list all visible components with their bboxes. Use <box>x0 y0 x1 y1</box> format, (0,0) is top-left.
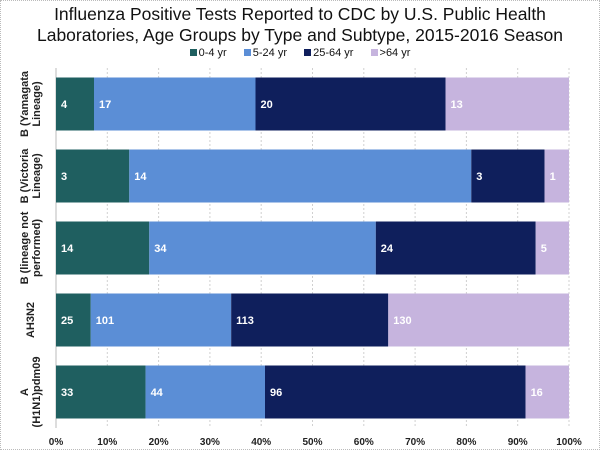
bar-segment <box>56 293 91 347</box>
bar-segment <box>445 77 569 131</box>
data-label: 34 <box>154 243 167 255</box>
data-label: 5 <box>541 243 547 255</box>
bar-segment <box>56 365 146 419</box>
data-label: 20 <box>261 99 273 111</box>
bar-segment <box>535 221 569 275</box>
legend: 0-4 yr 5-24 yr 25-64 yr >64 yr <box>0 47 600 59</box>
data-label: 25 <box>61 315 73 327</box>
bar-segment <box>56 77 94 131</box>
data-label: 17 <box>99 99 111 111</box>
bar-segment <box>265 365 526 419</box>
data-label: 44 <box>151 387 164 399</box>
legend-swatch <box>370 49 378 56</box>
bar-segment <box>375 221 536 275</box>
data-label: 16 <box>531 387 543 399</box>
legend-item-5-24: 5-24 yr <box>243 47 288 59</box>
x-tick-label: 60% <box>354 437 374 448</box>
legend-swatch <box>304 49 312 56</box>
category-label: AH3N2 <box>25 302 37 338</box>
bar-segment <box>94 77 256 131</box>
data-label: 14 <box>61 243 74 255</box>
x-tick-label: 70% <box>405 437 425 448</box>
chart-title: Influenza Positive Tests Reported to CDC… <box>0 4 600 46</box>
category-label: Lineage) <box>31 81 43 127</box>
legend-item-0-4: 0-4 yr <box>189 47 227 59</box>
data-label: 4 <box>61 99 68 111</box>
bar-segment <box>544 149 569 203</box>
title-line-2: Laboratories, Age Groups by Type and Sub… <box>36 25 564 45</box>
legend-swatch <box>189 49 197 56</box>
legend-label: >64 yr <box>379 47 411 59</box>
data-label: 96 <box>270 387 282 399</box>
data-label: 14 <box>134 171 147 183</box>
legend-item-25-64: 25-64 yr <box>304 47 353 59</box>
bar-segment <box>471 149 545 203</box>
legend-swatch <box>243 49 251 56</box>
x-tick-label: 30% <box>200 437 220 448</box>
bar-segment <box>145 365 265 419</box>
data-label: 3 <box>61 171 67 183</box>
bar-segment <box>231 293 389 347</box>
data-label: 24 <box>381 243 394 255</box>
bar-segment <box>525 365 569 419</box>
x-tick-label: 0% <box>49 437 64 448</box>
category-label: (H1N1)pdm09 <box>31 357 43 428</box>
legend-label: 0-4 yr <box>198 47 227 59</box>
legend-label: 5-24 yr <box>252 47 288 59</box>
legend-label: 25-64 yr <box>313 47 354 59</box>
data-label: 1 <box>550 171 556 183</box>
x-tick-label: 40% <box>251 437 271 448</box>
data-label: 3 <box>476 171 482 183</box>
bar-segment <box>149 221 376 275</box>
bar-segment <box>56 221 150 275</box>
data-label: 13 <box>451 99 463 111</box>
category-label: performed) <box>31 219 43 277</box>
category-label: B (lineage not <box>19 211 31 284</box>
data-label: 130 <box>393 315 411 327</box>
category-label: B (Yamagata <box>19 70 31 137</box>
bar-segment <box>129 149 472 203</box>
x-tick-label: 50% <box>302 437 322 448</box>
data-label: 113 <box>236 315 254 327</box>
x-tick-label: 100% <box>556 437 582 448</box>
bar-segment <box>388 293 569 347</box>
category-label: Lineage) <box>31 153 43 199</box>
bar-segment <box>90 293 232 347</box>
data-label: 33 <box>61 387 73 399</box>
x-tick-label: 90% <box>508 437 528 448</box>
x-tick-label: 80% <box>456 437 476 448</box>
x-tick-label: 10% <box>97 437 117 448</box>
category-label: B (Victoria <box>19 148 31 204</box>
x-tick-label: 20% <box>149 437 169 448</box>
legend-item-over-64: >64 yr <box>370 47 411 59</box>
bar-segment <box>255 77 446 131</box>
data-label: 101 <box>96 315 114 327</box>
category-label: A <box>19 388 31 396</box>
title-line-1: Influenza Positive Tests Reported to CDC… <box>54 4 546 24</box>
bar-segment <box>56 149 130 203</box>
